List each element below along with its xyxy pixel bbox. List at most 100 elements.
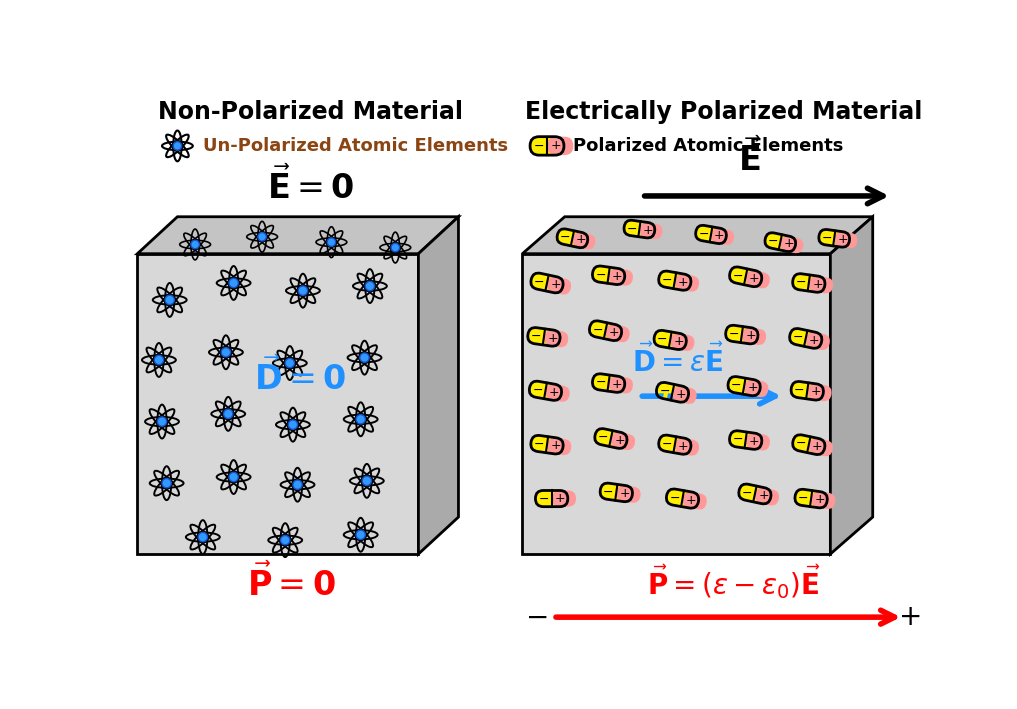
Text: $-$: $-$ xyxy=(595,267,606,281)
Ellipse shape xyxy=(229,472,238,481)
FancyBboxPatch shape xyxy=(809,438,833,457)
FancyBboxPatch shape xyxy=(552,491,576,507)
Text: $-$: $-$ xyxy=(797,491,809,504)
Ellipse shape xyxy=(298,286,307,296)
FancyBboxPatch shape xyxy=(696,225,726,244)
Text: $+$: $+$ xyxy=(677,440,689,452)
Ellipse shape xyxy=(198,532,207,542)
Ellipse shape xyxy=(173,142,182,150)
Bar xyxy=(543,491,547,507)
Text: Polarized Atomic Elements: Polarized Atomic Elements xyxy=(574,137,843,155)
Text: $-$: $-$ xyxy=(659,384,670,397)
Text: $-$: $-$ xyxy=(533,274,544,288)
Bar xyxy=(673,489,680,506)
Text: $+$: $+$ xyxy=(619,487,631,500)
FancyBboxPatch shape xyxy=(530,137,564,155)
Text: $+$: $+$ xyxy=(713,229,724,242)
Text: $+$: $+$ xyxy=(809,334,820,347)
Bar xyxy=(702,225,709,241)
FancyBboxPatch shape xyxy=(659,271,691,290)
FancyBboxPatch shape xyxy=(654,330,686,350)
Ellipse shape xyxy=(158,417,167,426)
Ellipse shape xyxy=(165,295,174,305)
Text: $+$: $+$ xyxy=(746,381,758,394)
Bar xyxy=(537,274,545,290)
Text: $-$: $-$ xyxy=(533,437,544,450)
Text: $\vec{\mathbf{P}}=\mathbf{0}$: $\vec{\mathbf{P}}=\mathbf{0}$ xyxy=(247,564,336,603)
Ellipse shape xyxy=(222,347,231,357)
Text: $-$: $-$ xyxy=(532,383,543,396)
FancyBboxPatch shape xyxy=(593,266,624,284)
FancyBboxPatch shape xyxy=(528,328,560,346)
Bar xyxy=(799,435,806,452)
Text: $-$: $-$ xyxy=(669,491,679,503)
Bar xyxy=(539,137,543,155)
FancyBboxPatch shape xyxy=(590,320,621,340)
Text: $-$: $-$ xyxy=(597,430,608,443)
Ellipse shape xyxy=(360,353,369,362)
Text: $-$: $-$ xyxy=(795,275,806,289)
Ellipse shape xyxy=(281,535,290,545)
Ellipse shape xyxy=(258,233,266,241)
Text: $-$: $-$ xyxy=(793,383,804,396)
FancyBboxPatch shape xyxy=(728,376,761,396)
Ellipse shape xyxy=(155,355,164,364)
Bar xyxy=(801,489,809,506)
FancyBboxPatch shape xyxy=(819,230,849,247)
Text: $-$: $-$ xyxy=(661,437,672,450)
FancyBboxPatch shape xyxy=(711,228,734,245)
Bar xyxy=(607,484,613,500)
FancyBboxPatch shape xyxy=(795,489,827,508)
FancyBboxPatch shape xyxy=(792,435,825,454)
Text: $-$: $-$ xyxy=(559,230,571,243)
Bar xyxy=(665,272,672,288)
FancyBboxPatch shape xyxy=(675,438,699,456)
FancyBboxPatch shape xyxy=(544,330,569,347)
Text: $-$: $-$ xyxy=(821,230,832,244)
Text: $\vec{\mathbf{D}}=\mathbf{0}$: $\vec{\mathbf{D}}=\mathbf{0}$ xyxy=(254,357,347,397)
Ellipse shape xyxy=(392,243,400,252)
Bar xyxy=(771,233,778,249)
Text: $+$: $+$ xyxy=(613,434,624,447)
Ellipse shape xyxy=(288,420,298,430)
FancyBboxPatch shape xyxy=(531,273,563,293)
Text: $+$: $+$ xyxy=(749,272,760,285)
Text: $+$: $+$ xyxy=(675,388,686,401)
Text: $-$: $-$ xyxy=(595,375,606,389)
Polygon shape xyxy=(523,217,873,254)
Text: $-$: $-$ xyxy=(795,437,806,450)
Text: $+$: $+$ xyxy=(810,386,821,398)
FancyBboxPatch shape xyxy=(531,435,563,454)
FancyBboxPatch shape xyxy=(609,376,633,393)
FancyBboxPatch shape xyxy=(611,432,636,450)
Text: $+$: $+$ xyxy=(812,278,823,291)
FancyBboxPatch shape xyxy=(547,137,574,155)
FancyBboxPatch shape xyxy=(744,379,769,397)
FancyBboxPatch shape xyxy=(792,274,825,292)
Text: Un-Polarized Atomic Elements: Un-Polarized Atomic Elements xyxy=(202,137,507,155)
FancyBboxPatch shape xyxy=(609,268,633,286)
Text: $-$: $-$ xyxy=(732,269,743,281)
FancyBboxPatch shape xyxy=(616,486,641,503)
FancyBboxPatch shape xyxy=(573,232,596,250)
Polygon shape xyxy=(418,217,459,554)
FancyBboxPatch shape xyxy=(791,381,824,400)
Text: $-$: $-$ xyxy=(533,140,544,152)
FancyBboxPatch shape xyxy=(557,229,588,247)
Text: $-$: $-$ xyxy=(698,227,709,240)
FancyBboxPatch shape xyxy=(600,483,633,502)
Polygon shape xyxy=(137,254,418,554)
Text: $-$: $-$ xyxy=(661,273,672,286)
FancyBboxPatch shape xyxy=(834,232,857,248)
Bar xyxy=(663,383,670,399)
FancyBboxPatch shape xyxy=(745,270,770,289)
FancyBboxPatch shape xyxy=(780,236,803,253)
Text: $-$: $-$ xyxy=(525,603,547,631)
Bar xyxy=(799,274,805,291)
FancyBboxPatch shape xyxy=(738,484,771,504)
Ellipse shape xyxy=(356,415,365,424)
Text: $-$: $-$ xyxy=(530,329,541,342)
FancyBboxPatch shape xyxy=(659,435,691,454)
Bar xyxy=(599,266,606,283)
Ellipse shape xyxy=(191,240,199,249)
